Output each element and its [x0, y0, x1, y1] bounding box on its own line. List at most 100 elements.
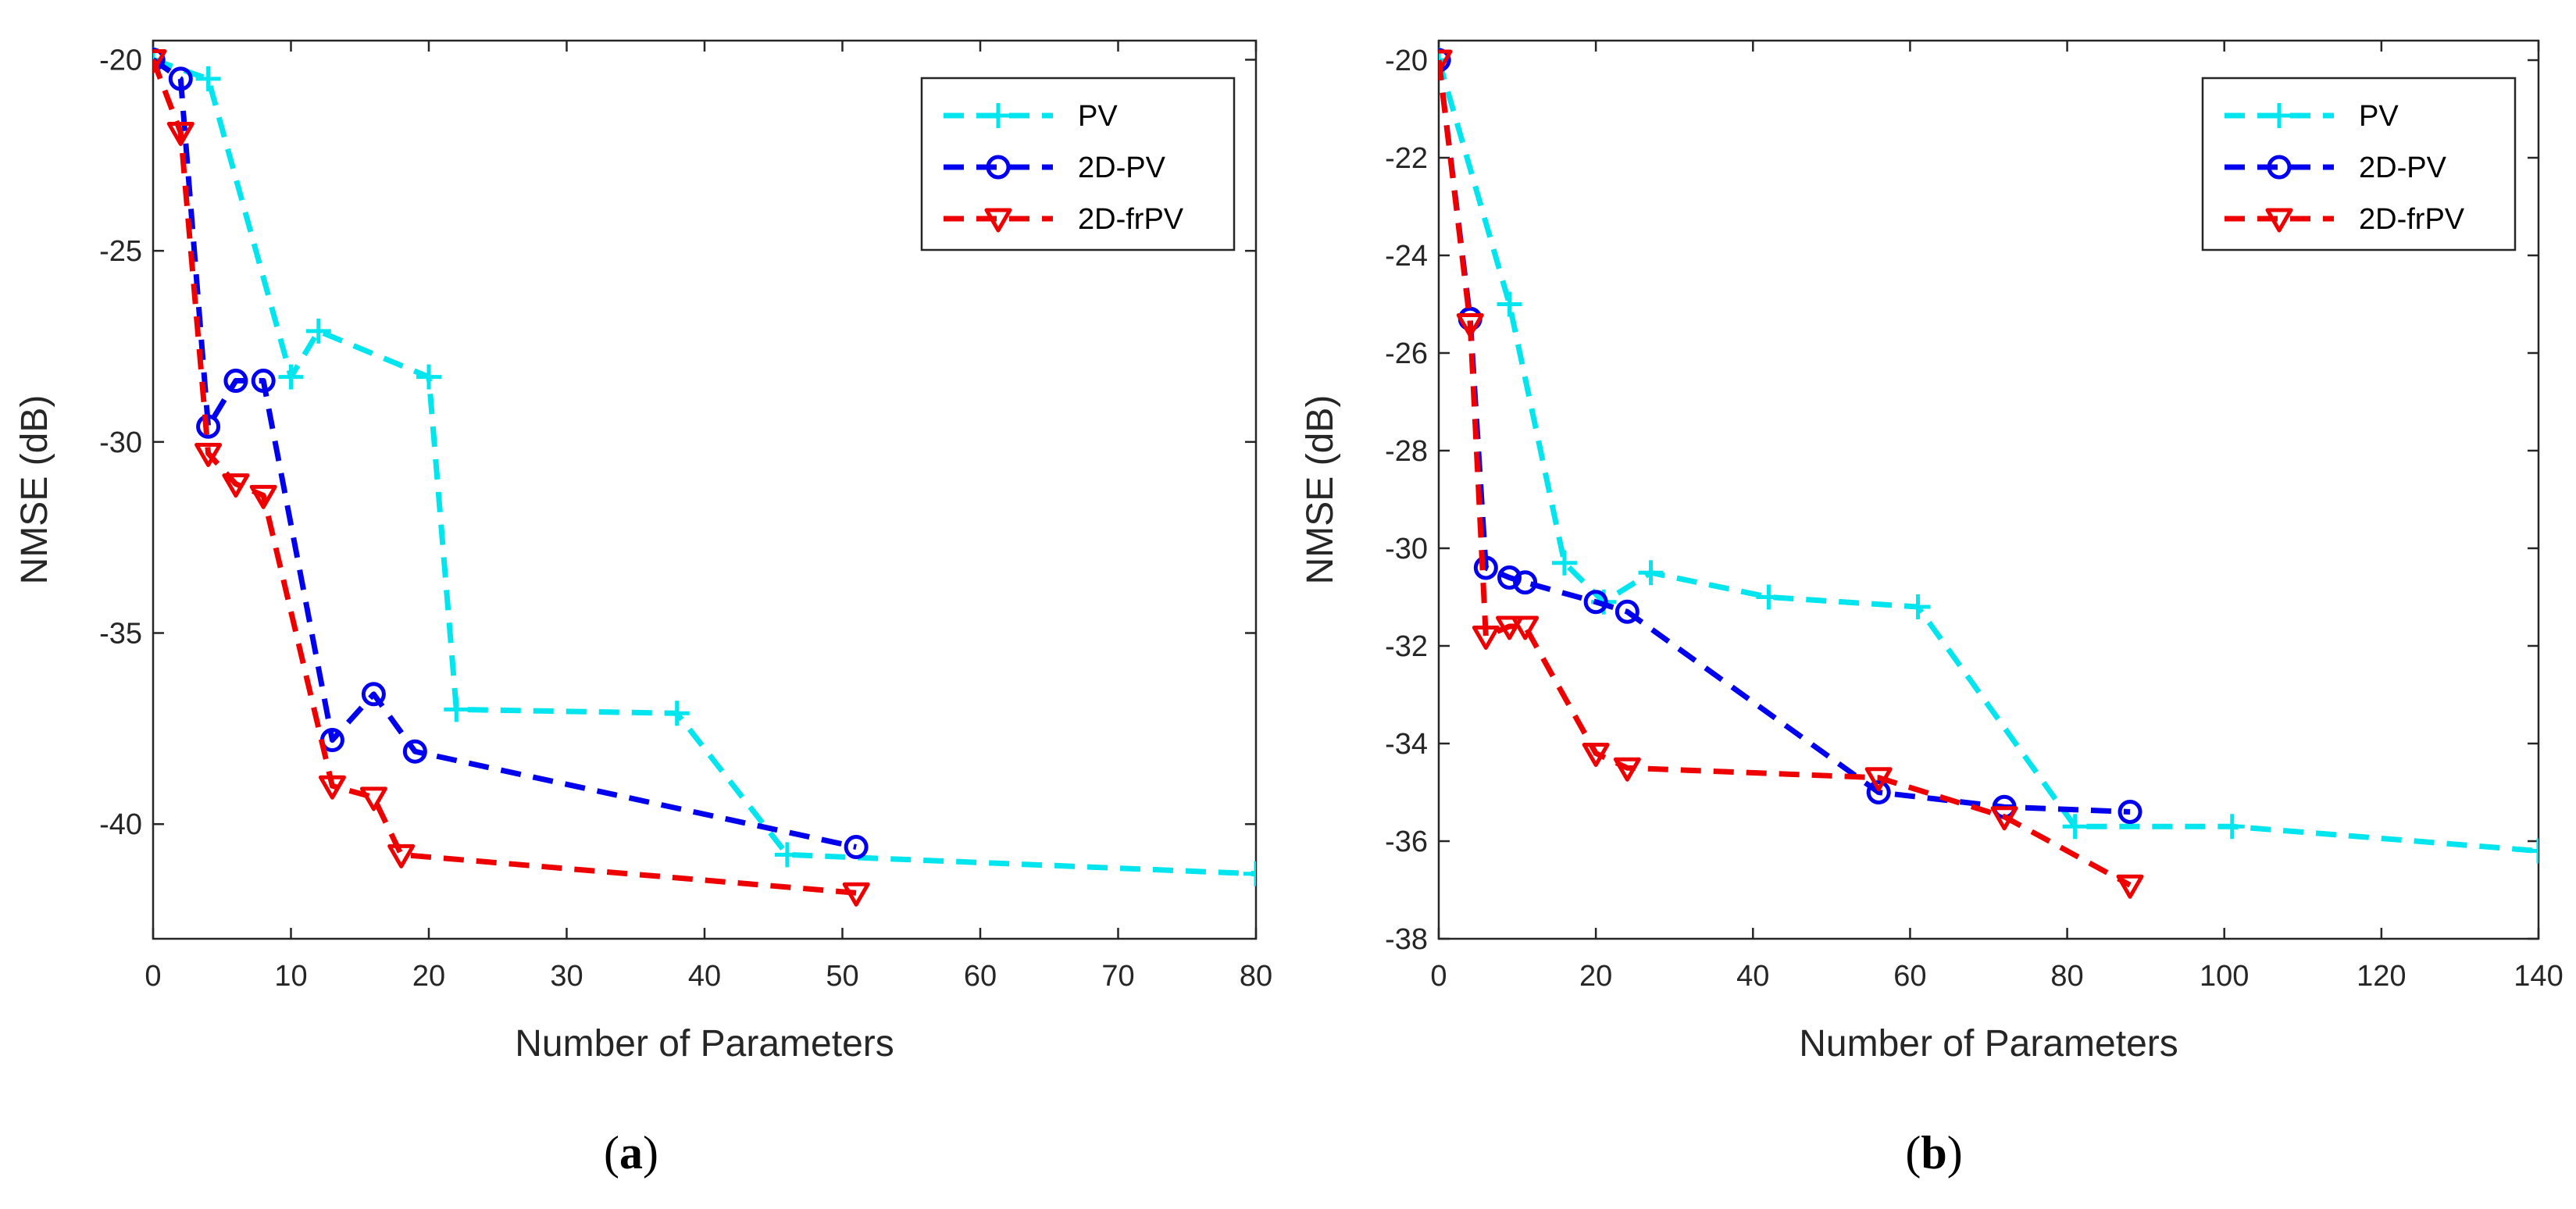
legend-label-2d-pv: 2D-PV	[2359, 152, 2447, 184]
data-point-2d-pv	[2118, 800, 2143, 824]
y-tick-label: -30	[99, 426, 142, 459]
x-tick-label: 140	[2514, 960, 2563, 993]
series-line-pv	[1439, 59, 2539, 854]
chart-panel-a: 0 10 20 30 40 50 60 70 80 -20 -25 -30 -35 -40 Number o…	[14, 39, 1272, 1179]
data-point-2d-frpv	[1582, 743, 1610, 767]
y-tick-label: -24	[1385, 240, 1428, 273]
x-axis-label: Number of Parameters	[1799, 1023, 2178, 1065]
series-line-2d-pv	[153, 57, 857, 850]
legend-label-2d-frpv: 2D-frPV	[2359, 203, 2465, 236]
data-point-2d-pv	[1473, 555, 1498, 580]
data-point-2d-frpv	[1496, 615, 1524, 640]
data-point-pv	[1756, 584, 1782, 610]
y-tick-label: -22	[1385, 142, 1428, 175]
data-point-2d-pv	[1583, 590, 1608, 615]
data-point-2d-frpv	[194, 443, 223, 468]
data-point-2d-pv	[153, 47, 166, 72]
data-point-pv	[1551, 550, 1577, 576]
data-point-2d-frpv	[1511, 615, 1540, 640]
caption-letter: a	[619, 1127, 643, 1179]
legend-marker-2d-frpv	[2265, 208, 2293, 233]
x-tick-label: 50	[826, 960, 858, 993]
caption-letter: b	[1921, 1127, 1946, 1179]
legend-box	[920, 77, 1236, 251]
data-point-2d-pv	[1614, 599, 1639, 624]
data-point-2d-frpv	[1472, 626, 1500, 650]
data-point-2d-frpv	[2116, 874, 2144, 899]
data-point-pv	[2526, 838, 2539, 864]
x-tick-label: 70	[1101, 960, 1134, 993]
data-point-pv	[774, 842, 800, 868]
legend-marker-pv	[986, 103, 1011, 128]
data-point-pv	[1497, 291, 1522, 317]
data-point-pv	[278, 364, 304, 390]
data-point-pv	[2219, 814, 2245, 840]
x-tick-label: 20	[1579, 960, 1612, 993]
data-point-2d-pv	[361, 682, 386, 707]
data-point-2d-pv	[251, 369, 276, 394]
panel-caption: (b)	[1905, 1127, 1962, 1179]
x-tick-label: 30	[550, 960, 583, 993]
data-layer	[1439, 48, 2539, 899]
data-point-2d-pv	[168, 66, 193, 91]
data-point-pv	[2062, 814, 2088, 840]
data-point-2d-pv	[844, 835, 869, 860]
data-point-2d-frpv	[842, 882, 870, 907]
x-tick-label: 20	[412, 960, 445, 993]
x-tick-label: 80	[1240, 960, 1272, 993]
data-point-2d-pv	[1513, 570, 1538, 595]
data-point-2d-frpv	[318, 775, 346, 800]
data-point-2d-frpv	[359, 786, 387, 811]
legend-marker-2d-frpv	[984, 208, 1012, 233]
y-tick-label: -28	[1385, 435, 1428, 468]
data-layer	[153, 47, 1256, 907]
data-point-2d-frpv	[1864, 767, 1893, 792]
x-tick-label: 120	[2357, 960, 2406, 993]
data-point-2d-pv	[223, 369, 248, 394]
data-point-2d-pv	[1497, 565, 1522, 590]
legend-marker-2d-pv	[2267, 155, 2292, 180]
data-point-pv	[1905, 594, 1931, 619]
y-tick-label: -35	[99, 618, 142, 651]
data-point-pv	[416, 364, 441, 390]
data-point-pv	[1638, 560, 1664, 586]
x-axis-label: Number of Parameters	[515, 1023, 894, 1065]
data-point-2d-pv	[196, 414, 221, 439]
y-tick-label: -32	[1385, 630, 1428, 663]
legend-box	[2201, 77, 2517, 251]
legend-marker-2d-pv	[986, 155, 1011, 180]
data-point-2d-frpv	[1613, 757, 1641, 782]
x-tick-label: 0	[1430, 960, 1447, 993]
x-tick-label: 40	[688, 960, 721, 993]
data-point-2d-frpv	[222, 473, 250, 498]
y-tick-label: -40	[99, 808, 142, 841]
series-line-2d-frpv	[1439, 59, 2132, 888]
x-tick-label: 40	[1736, 960, 1769, 993]
data-point-pv	[664, 701, 690, 726]
y-tick-label: -34	[1385, 728, 1428, 761]
legend-label-pv: PV	[2359, 100, 2399, 133]
data-point-2d-pv	[402, 739, 427, 764]
data-point-2d-frpv	[166, 121, 194, 146]
y-tick-label: -36	[1385, 826, 1428, 858]
chart-panel-b: 0 20 40 60 80 100 120 140 -20 -22 -24 -26 -28 -30 -32 -…	[1300, 39, 2564, 1179]
x-tick-label: 10	[274, 960, 307, 993]
x-tick-label: 100	[2200, 960, 2249, 993]
caption-close-paren: )	[1947, 1127, 1963, 1179]
data-point-2d-frpv	[1439, 49, 1453, 74]
legend-marker-pv	[2267, 103, 2292, 128]
panel-caption: (a)	[604, 1127, 658, 1179]
x-tick-label: 60	[964, 960, 997, 993]
x-tick-label: 80	[2050, 960, 2083, 993]
y-tick-label: -30	[1385, 533, 1428, 565]
y-tick-label: -26	[1385, 337, 1428, 370]
caption-open-paren: (	[604, 1127, 619, 1179]
caption-close-paren: )	[643, 1127, 658, 1179]
y-axis-label: NMSE (dB)	[1300, 395, 1341, 585]
x-tick-label: 0	[144, 960, 161, 993]
data-point-2d-frpv	[153, 48, 167, 73]
data-point-2d-pv	[1439, 48, 1451, 73]
legend-label-pv: PV	[1078, 100, 1118, 133]
y-axis-label: NMSE (dB)	[14, 395, 55, 585]
